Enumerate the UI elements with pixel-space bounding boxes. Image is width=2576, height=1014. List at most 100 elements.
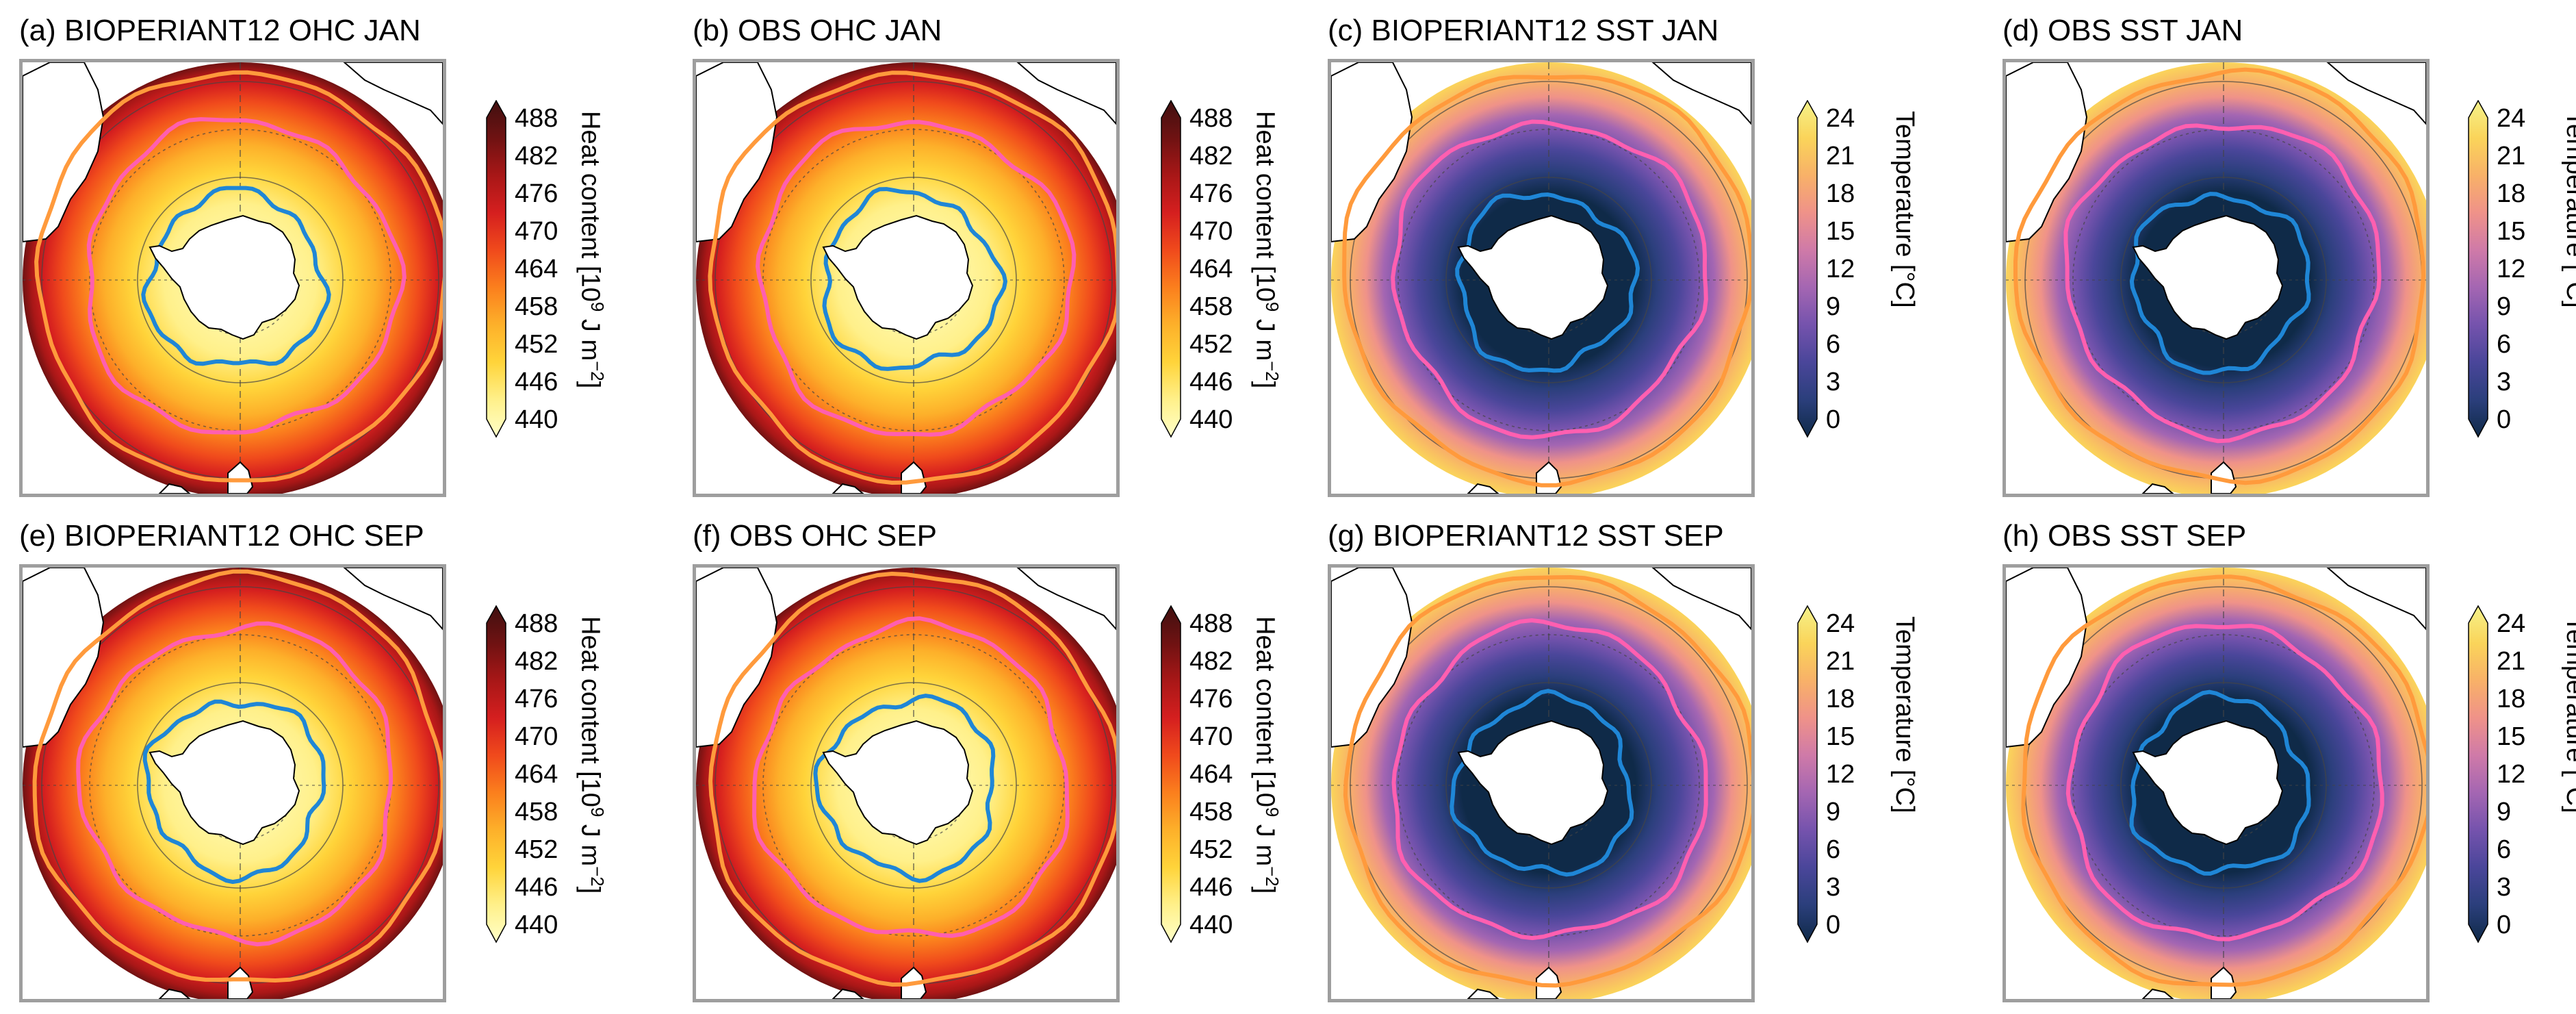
colorbar-tick-label: 440 (515, 911, 558, 939)
colorbar-tick-label: 482 (1189, 142, 1233, 170)
colorbar-gradient (1161, 605, 1181, 943)
polar-map (693, 59, 1120, 497)
colorbar-label: Temperature [°C] (2561, 111, 2576, 308)
panel-title: (h) OBS SST SEP (2002, 519, 2247, 553)
colorbar-gradient (1797, 100, 1818, 438)
colorbar-gradient (2468, 100, 2488, 438)
colorbar-tick-label: 446 (515, 873, 558, 902)
colorbar-tick-label: 18 (2497, 685, 2526, 713)
colorbar-tick-label: 464 (1189, 760, 1233, 789)
colorbar-tick-label: 6 (2497, 330, 2512, 359)
colorbar-tick-label: 0 (1826, 911, 1841, 939)
colorbar-tick-label: 464 (515, 760, 558, 789)
colorbar-tick-label: 18 (1826, 179, 1855, 208)
colorbar-tick-label: 12 (1826, 255, 1855, 283)
colorbar-tick-label: 458 (1189, 292, 1233, 321)
colorbar-gradient (1161, 100, 1181, 438)
colorbar-tick-label: 15 (2497, 722, 2526, 751)
panel-title: (c) BIOPERIANT12 SST JAN (1328, 14, 1719, 47)
colorbar-tick-label: 21 (1826, 647, 1855, 676)
panel-title: (b) OBS OHC JAN (693, 14, 942, 47)
colorbar-label: Heat content [109 J m−2] (576, 616, 608, 894)
antarctica (2132, 720, 2284, 846)
colorbar-tick-label: 476 (1189, 179, 1233, 208)
colorbar-tick-label: 9 (1826, 798, 1841, 826)
colorbar-tick-label: 9 (2497, 798, 2512, 826)
colorbar-label: Heat content [109 J m−2] (1250, 111, 1283, 389)
colorbar-tick-label: 452 (515, 835, 558, 864)
colorbar-tick-label: 476 (515, 179, 558, 208)
colorbar-label: Heat content [109 J m−2] (1250, 616, 1283, 894)
colorbar-tick-label: 21 (2497, 142, 2526, 170)
colorbar-tick-label: 476 (515, 685, 558, 713)
colorbar-tick-label: 18 (2497, 179, 2526, 208)
colorbar-tick-label: 12 (2497, 255, 2526, 283)
colorbar-tick-label: 476 (1189, 685, 1233, 713)
panel-title: (g) BIOPERIANT12 SST SEP (1328, 519, 1724, 553)
antarctica (149, 720, 300, 846)
colorbar-tick-label: 24 (2497, 609, 2526, 638)
antarctica (2132, 214, 2284, 340)
colorbar-label: Temperature [°C] (2561, 616, 2576, 813)
colorbar-tick-label: 3 (2497, 873, 2512, 902)
colorbar-gradient (2468, 605, 2488, 943)
colorbar-tick-label: 15 (2497, 217, 2526, 246)
colorbar-label: Temperature [°C] (1890, 111, 1919, 308)
colorbar-tick-label: 21 (1826, 142, 1855, 170)
colorbar-tick-label: 6 (1826, 835, 1841, 864)
colorbar-tick-label: 482 (515, 142, 558, 170)
colorbar-tick-label: 464 (515, 255, 558, 283)
colorbar-gradient (486, 100, 506, 438)
antarctica (149, 214, 300, 340)
colorbar-tick-label: 440 (515, 405, 558, 434)
colorbar-tick-label: 488 (1189, 104, 1233, 133)
antarctica (822, 214, 974, 340)
antarctica (1457, 214, 1609, 340)
colorbar-tick-label: 446 (515, 368, 558, 396)
colorbar-tick-label: 15 (1826, 217, 1855, 246)
polar-map (1328, 564, 1755, 1002)
colorbar-tick-label: 464 (1189, 255, 1233, 283)
colorbar-tick-label: 470 (515, 722, 558, 751)
colorbar-tick-label: 12 (1826, 760, 1855, 789)
colorbar-gradient (1797, 605, 1818, 943)
colorbar-tick-label: 18 (1826, 685, 1855, 713)
colorbar-tick-label: 24 (2497, 104, 2526, 133)
colorbar-tick-label: 488 (515, 104, 558, 133)
colorbar-tick-label: 440 (1189, 911, 1233, 939)
colorbar-gradient (486, 605, 506, 943)
polar-map (2002, 59, 2430, 497)
colorbar-tick-label: 440 (1189, 405, 1233, 434)
colorbar-tick-label: 470 (1189, 217, 1233, 246)
colorbar-tick-label: 3 (1826, 873, 1841, 902)
colorbar-tick-label: 24 (1826, 609, 1855, 638)
colorbar-tick-label: 24 (1826, 104, 1855, 133)
panel-title: (a) BIOPERIANT12 OHC JAN (19, 14, 421, 47)
colorbar-tick-label: 3 (2497, 368, 2512, 396)
colorbar-tick-label: 470 (515, 217, 558, 246)
polar-map (693, 564, 1120, 1002)
colorbar-tick-label: 0 (1826, 405, 1841, 434)
colorbar-tick-label: 482 (515, 647, 558, 676)
colorbar-tick-label: 458 (1189, 798, 1233, 826)
colorbar-tick-label: 452 (1189, 835, 1233, 864)
colorbar-tick-label: 9 (1826, 292, 1841, 321)
polar-map (19, 59, 446, 497)
panel-title: (f) OBS OHC SEP (693, 519, 937, 553)
colorbar-tick-label: 452 (1189, 330, 1233, 359)
colorbar-tick-label: 0 (2497, 405, 2512, 434)
antarctica (1457, 720, 1609, 846)
polar-map (1328, 59, 1755, 497)
colorbar-tick-label: 15 (1826, 722, 1855, 751)
colorbar-tick-label: 452 (515, 330, 558, 359)
colorbar-tick-label: 488 (515, 609, 558, 638)
colorbar-tick-label: 21 (2497, 647, 2526, 676)
colorbar-tick-label: 482 (1189, 647, 1233, 676)
polar-map (2002, 564, 2430, 1002)
colorbar-tick-label: 458 (515, 798, 558, 826)
panel-title: (e) BIOPERIANT12 OHC SEP (19, 519, 424, 553)
colorbar-tick-label: 446 (1189, 873, 1233, 902)
colorbar-tick-label: 6 (2497, 835, 2512, 864)
colorbar-label: Heat content [109 J m−2] (576, 111, 608, 389)
colorbar-tick-label: 488 (1189, 609, 1233, 638)
